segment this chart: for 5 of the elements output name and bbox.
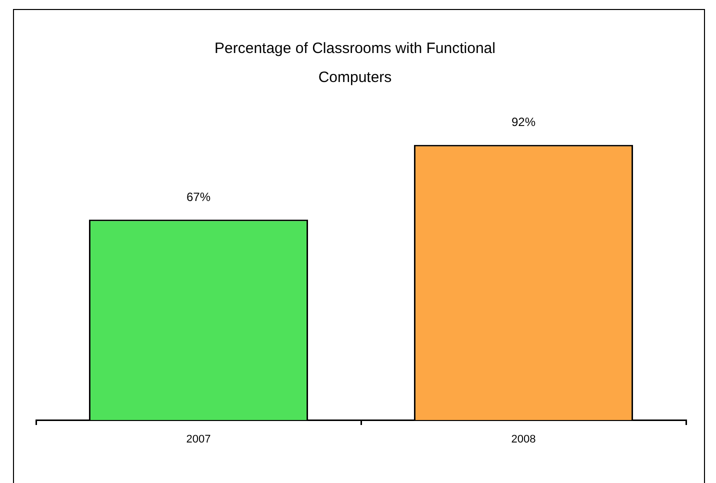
chart-title: Percentage of Classrooms with Functional Computers xyxy=(214,39,496,88)
x-tick-label: 2007 xyxy=(186,434,211,446)
x-tick-label: 2008 xyxy=(511,434,536,446)
data-label: 67% xyxy=(186,190,211,204)
data-label: 92% xyxy=(511,115,536,130)
